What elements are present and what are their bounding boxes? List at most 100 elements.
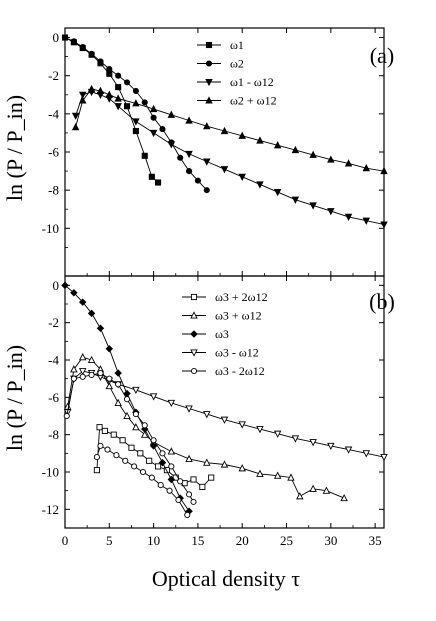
legend-item: ω2 + ω12	[197, 94, 277, 108]
series-line	[67, 370, 385, 458]
data-point	[149, 104, 158, 113]
data-point	[309, 150, 317, 158]
x-tick-label: 0	[62, 533, 69, 548]
data-point	[97, 370, 104, 377]
data-point	[175, 496, 182, 504]
data-point	[131, 463, 138, 470]
data-point	[256, 426, 264, 434]
data-point	[220, 166, 229, 174]
legend-label: ω1	[230, 38, 244, 52]
data-point	[105, 381, 114, 390]
y-tick-label: -8	[48, 183, 59, 198]
data-point	[208, 474, 215, 481]
data-point	[154, 463, 162, 470]
data-point	[203, 158, 211, 166]
x-tick-label: 30	[324, 533, 337, 548]
legend-label: ω1 - ω12	[230, 75, 274, 89]
data-point	[96, 86, 105, 95]
data-point	[114, 103, 122, 111]
data-point	[79, 373, 86, 380]
legend-item: ω3 + ω12	[182, 309, 262, 323]
data-point	[97, 442, 104, 449]
y-axis-title-a: ln (P / P_in)	[2, 95, 27, 201]
data-point	[327, 208, 335, 216]
data-point	[190, 476, 197, 483]
y-axis-title-b: ln (P / P_in)	[2, 345, 27, 451]
series--3-12	[63, 368, 388, 462]
series--2-12	[71, 84, 388, 175]
data-point	[327, 155, 335, 163]
data-point	[167, 110, 176, 118]
data-point	[141, 430, 149, 438]
series--3-2-12	[93, 424, 215, 490]
data-point	[141, 99, 148, 106]
legend-label: ω3 - ω12	[215, 346, 259, 360]
data-point	[362, 164, 371, 172]
data-point	[362, 217, 371, 225]
y-tick-label: -4	[48, 353, 59, 368]
data-point	[186, 168, 193, 175]
data-point	[273, 471, 282, 479]
data-point	[186, 491, 193, 498]
data-point	[199, 483, 206, 490]
data-point	[110, 431, 117, 438]
data-point	[309, 484, 317, 492]
data-point	[106, 375, 113, 382]
data-point	[141, 422, 148, 429]
data-point	[137, 450, 144, 457]
data-point	[380, 166, 388, 175]
data-point	[96, 424, 103, 431]
legend-label: ω3	[215, 327, 229, 341]
data-point	[149, 129, 158, 138]
panel-label-a: (a)	[370, 43, 394, 68]
plot-frame	[64, 27, 385, 277]
series--1-12	[71, 88, 388, 229]
legend-item: ω3 - ω12	[182, 346, 259, 360]
y-tick-label: -10	[42, 465, 59, 480]
data-point	[104, 446, 111, 453]
data-point	[150, 114, 157, 121]
legend-label: ω3 - 2ω12	[215, 364, 265, 378]
y-tick-label: -4	[48, 106, 59, 121]
data-point	[203, 187, 210, 194]
legend-marker	[205, 78, 213, 87]
data-point	[96, 324, 105, 333]
data-point	[132, 118, 140, 126]
legend-label: ω2	[230, 57, 244, 71]
data-point	[380, 221, 388, 229]
y-tick-label: -2	[48, 315, 59, 330]
legend-item: ω1	[197, 38, 244, 52]
data-point	[273, 189, 282, 197]
panel-a: 0 -2 -4 -6 -8 -10 ω1 ω2 ω1 - ω12 ω2 + ω12	[42, 27, 388, 277]
data-point	[185, 405, 193, 413]
data-point	[148, 474, 155, 481]
data-point	[63, 412, 70, 420]
legend-marker	[190, 349, 198, 357]
data-point	[78, 298, 87, 306]
data-point	[309, 439, 317, 447]
data-point	[106, 65, 113, 73]
data-point	[87, 355, 96, 364]
legend-label: ω3 + 2ω12	[215, 290, 268, 304]
data-point	[159, 126, 166, 133]
data-point	[291, 196, 300, 204]
data-point	[78, 91, 87, 99]
data-point	[61, 281, 69, 290]
data-point	[380, 454, 388, 462]
data-point	[70, 38, 77, 45]
data-point	[132, 87, 139, 95]
data-point	[256, 136, 264, 144]
x-tick-label: 10	[147, 533, 160, 548]
x-tick-label: 15	[191, 533, 204, 548]
data-point	[105, 345, 114, 353]
data-point	[87, 309, 96, 318]
legend-item: ω1 - ω12	[197, 75, 274, 89]
data-point	[273, 430, 282, 438]
data-point	[115, 381, 122, 388]
data-point	[166, 487, 173, 494]
data-point	[122, 457, 129, 464]
y-tick-label: 0	[53, 278, 60, 293]
data-point	[238, 173, 246, 181]
data-point	[132, 386, 140, 395]
